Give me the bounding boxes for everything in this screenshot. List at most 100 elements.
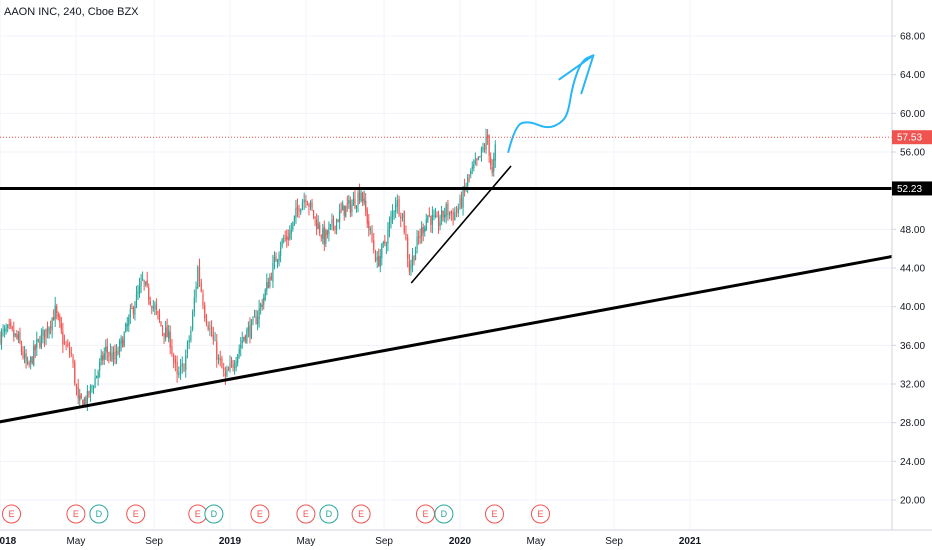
- candle-body: [407, 237, 409, 259]
- y-tick-label: 32.00: [900, 380, 925, 391]
- candle-body: [414, 250, 417, 261]
- candle-body: [334, 225, 336, 230]
- candle-body: [264, 289, 266, 300]
- candle-body: [154, 306, 156, 308]
- candle-body: [410, 265, 412, 270]
- candle-body: [161, 326, 164, 331]
- candle-body: [263, 297, 265, 305]
- short-trendline[interactable]: [410, 165, 512, 284]
- forecast-arrowhead[interactable]: [558, 54, 595, 95]
- earnings-marker[interactable]: E: [66, 504, 86, 524]
- candle-body: [211, 326, 213, 336]
- candle-body: [459, 197, 461, 208]
- candle-body: [68, 347, 71, 354]
- long-trendline[interactable]: [0, 254, 894, 424]
- candle-body: [244, 335, 246, 342]
- earnings-marker[interactable]: E: [296, 504, 316, 524]
- y-tick-label: 68.00: [900, 32, 925, 43]
- candle-body: [94, 377, 96, 388]
- candle-body: [185, 355, 187, 371]
- earnings-marker[interactable]: E: [2, 504, 21, 524]
- candle-body: [205, 316, 208, 324]
- candle-body: [266, 282, 268, 291]
- event-badge-circle: [485, 504, 504, 524]
- candle-body: [42, 329, 44, 336]
- candle-body: [115, 350, 118, 361]
- earnings-marker[interactable]: E: [416, 504, 435, 524]
- candle-body: [54, 305, 56, 319]
- candle-body: [169, 332, 171, 348]
- candle-body: [322, 228, 324, 239]
- earnings-marker[interactable]: E: [485, 504, 504, 524]
- candle-body: [403, 211, 405, 233]
- candle-body: [401, 213, 404, 218]
- candle-body: [128, 317, 130, 326]
- candle-body: [190, 330, 192, 341]
- candle-body: [449, 212, 451, 216]
- candle-body: [365, 200, 367, 211]
- y-axis[interactable]: 68.00 64.00 60.00 56.00 48.00 44.00 40.00 36.00…: [892, 32, 925, 507]
- x-axis-panel[interactable]: [0, 530, 932, 550]
- earnings-marker[interactable]: E: [188, 504, 208, 524]
- x-axis[interactable]: 2018 May Sep 2019 May Sep 2020 May Sep 2021: [0, 536, 702, 547]
- candle-body: [316, 219, 318, 230]
- candle-body: [452, 211, 454, 221]
- event-badge-label: D: [326, 509, 333, 519]
- candle-body: [450, 211, 452, 214]
- event-badge-circle: [204, 504, 224, 524]
- candle-body: [134, 306, 136, 316]
- candle-body: [369, 228, 371, 231]
- candle-body: [67, 343, 69, 346]
- dividend-marker[interactable]: D: [319, 504, 339, 524]
- candle-body: [0, 331, 3, 344]
- earnings-marker[interactable]: E: [351, 504, 371, 524]
- candle-body: [391, 211, 394, 218]
- candle-body: [418, 236, 420, 238]
- candle-body: [140, 281, 142, 287]
- candle-body: [349, 200, 351, 213]
- candle-body: [204, 305, 206, 318]
- candle-body: [207, 325, 209, 330]
- candle-body: [454, 211, 456, 221]
- earnings-marker[interactable]: E: [250, 504, 270, 524]
- candle-body: [142, 278, 144, 280]
- candle-body: [50, 326, 52, 329]
- candle-body: [103, 353, 105, 360]
- candle-body: [212, 334, 214, 340]
- candle-body: [102, 355, 104, 361]
- candle-body: [92, 387, 95, 389]
- dividend-marker[interactable]: D: [204, 504, 224, 524]
- candle-body: [290, 229, 292, 234]
- candle-body: [197, 266, 199, 289]
- candle-body: [158, 313, 161, 320]
- candle-body: [202, 293, 204, 306]
- candle-body: [152, 306, 154, 308]
- earnings-marker[interactable]: E: [531, 504, 550, 524]
- candle-body: [11, 326, 13, 329]
- candle-body: [362, 192, 364, 202]
- forecast-arrow-path[interactable]: [507, 54, 595, 153]
- earnings-marker[interactable]: E: [126, 504, 146, 524]
- candle-body: [30, 356, 32, 363]
- dividend-marker[interactable]: D: [89, 504, 109, 524]
- event-badge-circle: [351, 504, 371, 524]
- candle-body: [379, 255, 381, 267]
- dividend-marker[interactable]: D: [434, 504, 454, 524]
- candle-body: [72, 356, 74, 364]
- candle-body: [490, 157, 492, 166]
- candle-body: [480, 147, 483, 157]
- candle-body: [160, 321, 162, 327]
- candle-body: [382, 241, 384, 244]
- candle-body: [278, 254, 280, 261]
- candle-body: [20, 343, 23, 352]
- y-axis-panel[interactable]: [892, 0, 932, 530]
- candle-body: [166, 325, 168, 338]
- candle-body: [434, 215, 437, 218]
- event-badge-label: D: [441, 509, 448, 519]
- candle-body: [246, 329, 248, 343]
- event-badge-label: E: [491, 509, 497, 519]
- drawings[interactable]: [0, 54, 894, 424]
- candle-body: [235, 362, 237, 368]
